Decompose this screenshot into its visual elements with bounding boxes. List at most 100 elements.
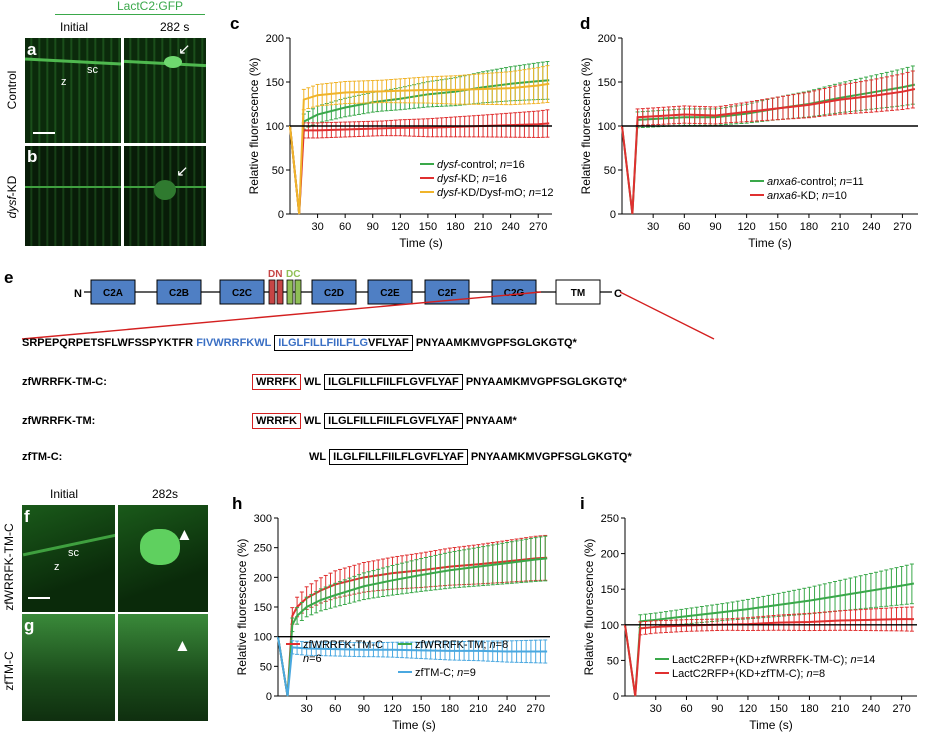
y-tick-label: 100	[254, 632, 272, 644]
micrograph-f-282s: ▲	[118, 505, 208, 612]
micrograph-b-282s: ↙	[124, 146, 206, 246]
y-tick-label: 50	[607, 655, 619, 667]
x-tick-label: 60	[329, 703, 341, 715]
x-tick-label: 90	[709, 221, 721, 233]
row-label-control: Control	[5, 70, 19, 110]
domain-label: TM	[571, 288, 585, 299]
series-1	[289, 109, 550, 215]
y-tick-label: 0	[610, 209, 616, 221]
legend-text: zfTM-C;	[415, 667, 457, 679]
x-tick-label: 60	[678, 221, 690, 233]
legend-n: n	[482, 173, 488, 185]
legend-n: n	[840, 176, 846, 188]
scale-bar	[28, 597, 50, 599]
series-line	[289, 122, 550, 215]
y-tick-label: 100	[266, 121, 284, 133]
series-2	[277, 636, 548, 697]
seq-tail: PNYAAMKMVGPFSGLGKGTQ*	[412, 337, 577, 349]
x-tick-label: 120	[737, 221, 755, 233]
wl: WL	[304, 415, 322, 427]
panel-label-b: b	[27, 147, 38, 166]
legend-n: n	[806, 668, 812, 680]
series-2	[289, 65, 550, 215]
legend-label: dysf-KD; n=16	[437, 173, 507, 185]
wl: WL	[304, 376, 322, 388]
legend-n: n	[303, 653, 309, 665]
lesion-spot	[154, 180, 176, 200]
full-sequence: SRPEPQRPETSFLWFSSPYKTFR FIVWRRFKWL ILGLF…	[22, 335, 577, 351]
c-terminus: C	[614, 288, 622, 300]
x-tick-label: 180	[441, 703, 459, 715]
x-tick-label: 210	[831, 221, 849, 233]
legend-text: -KD;	[457, 173, 482, 185]
x-tick-label: 60	[339, 221, 351, 233]
row-label-dysf-kd: dysf-KD	[5, 175, 19, 219]
kd-text: -KD	[5, 175, 19, 197]
legend-n: n	[529, 187, 535, 199]
dc-block	[286, 279, 294, 305]
x-tick-label: 180	[800, 703, 818, 715]
x-tick-label: 30	[647, 221, 659, 233]
tm-box: ILGLFILLFIILFLGVFLYAF	[274, 335, 413, 351]
membrane-line	[25, 57, 121, 66]
seq-row-2: WRRFK WL ILGLFILLFIILFLGVFLYAF PNYAAM*	[252, 413, 517, 429]
legend-num: =14	[857, 654, 876, 666]
panel-label-i: i	[580, 494, 585, 513]
panel-label-c: c	[230, 14, 240, 33]
legend-num: =16	[506, 159, 525, 171]
domain-diagram: N C2A C2B C2C C2D C2E C2F C2G DN DC TM C	[21, 269, 715, 340]
y-axis-label: Relative fluorescence (%)	[247, 58, 261, 195]
z-label: z	[61, 76, 67, 88]
x-tick-label: 270	[892, 703, 910, 715]
x-tick-label: 90	[358, 703, 370, 715]
series-line	[624, 582, 915, 697]
scale-bar	[33, 132, 55, 134]
legend-n: n	[490, 639, 496, 651]
domain-box-c2g	[491, 279, 537, 305]
wrrfk-box: WRRFK	[252, 413, 301, 429]
panel-label-g: g	[24, 616, 35, 635]
x-axis-label: Time (s)	[749, 718, 793, 732]
series-line	[277, 636, 548, 697]
series-1	[621, 70, 916, 215]
col-initial-bottom: Initial	[50, 487, 79, 501]
x-tick-label: 240	[501, 221, 519, 233]
y-axis-label: Relative fluorescence (%)	[582, 539, 596, 676]
arrow-icon: ↙	[178, 41, 191, 58]
x-tick-label: 240	[862, 221, 880, 233]
col-initial-top: Initial	[60, 20, 89, 34]
x-tick-label: 150	[419, 221, 437, 233]
tm-box: ILGLFILLFIILFLGVFLYAF	[329, 449, 468, 465]
col-282s-bottom: 282s	[152, 487, 179, 501]
x-tick-label: 90	[367, 221, 379, 233]
legend-label: anxa6-KD; n=10	[767, 190, 847, 202]
micrograph-b-initial	[25, 146, 121, 246]
y-tick-label: 50	[260, 661, 272, 673]
x-axis-label: Time (s)	[748, 236, 792, 250]
seq-row-label-1: zfWRRFK-TM-C:	[22, 376, 107, 388]
n-terminus: N	[74, 288, 82, 300]
legend-n: n	[822, 190, 828, 202]
arrowhead-icon: ▲	[176, 525, 193, 544]
row-label-zfwrrfk: zfWRRFK-TM-C	[2, 523, 16, 611]
y-tick-label: 300	[254, 513, 272, 525]
row-label-zftm: zfTM-C	[2, 651, 16, 691]
y-tick-label: 100	[598, 121, 616, 133]
legend-label: zfWRRFK-TM; n=8	[415, 639, 508, 651]
domain-label: C2D	[324, 288, 344, 299]
legend-num: =6	[309, 653, 322, 665]
legend-text: -control;	[797, 176, 840, 188]
x-tick-label: 60	[680, 703, 692, 715]
chart-c: 0 50 100 150 200 30 60 90 120 150 180 210 240 270 Time…	[247, 33, 553, 250]
legend-num: =8	[813, 668, 826, 680]
legend-text: zfWRRFK-TM;	[415, 639, 490, 651]
legend-text: -control;	[457, 159, 500, 171]
micrograph-g-282s: ▲	[118, 614, 208, 721]
x-tick-label: 180	[446, 221, 464, 233]
x-tick-label: 30	[301, 703, 313, 715]
wl: WL	[309, 451, 327, 463]
lesion-spot	[140, 529, 180, 565]
y-tick-label: 0	[613, 691, 619, 703]
header-underline	[55, 14, 205, 15]
panel-label-h: h	[232, 494, 243, 513]
